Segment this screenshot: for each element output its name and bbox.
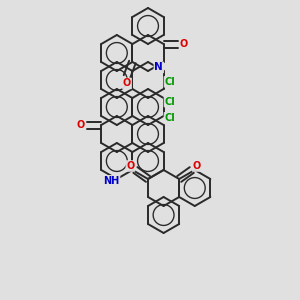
Text: N: N — [154, 62, 163, 72]
Text: O: O — [126, 161, 134, 171]
Text: NH: NH — [103, 176, 119, 186]
Text: O: O — [193, 161, 201, 171]
Text: Cl: Cl — [164, 77, 175, 87]
Text: Cl: Cl — [164, 97, 175, 106]
Text: O: O — [180, 39, 188, 49]
Text: O: O — [77, 120, 85, 130]
Text: O: O — [123, 78, 131, 88]
Text: Cl: Cl — [164, 113, 175, 123]
